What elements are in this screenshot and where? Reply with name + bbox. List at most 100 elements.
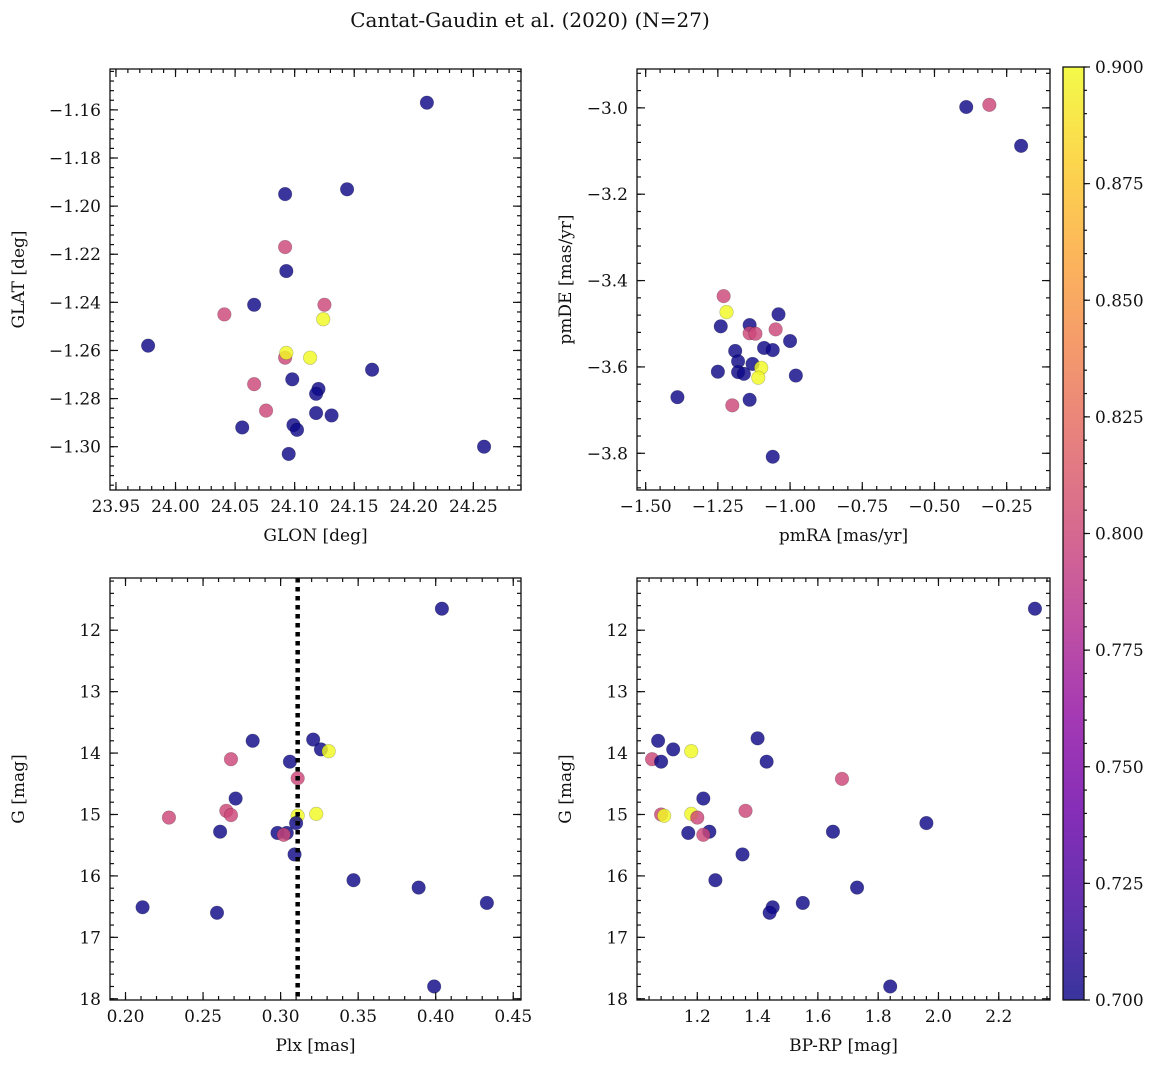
data-point (321, 744, 336, 759)
x-tick-label: 24.00 (151, 497, 200, 517)
data-point (883, 979, 898, 994)
data-point (670, 390, 685, 405)
x-tick-label: −0.75 (836, 497, 888, 517)
data-point (713, 319, 728, 334)
panel-plx-g: 0.20 0.25 0.30 0.35 0.40 0.45 12 13 14 15 16 17 18 Pl… (9, 577, 532, 1056)
panel-bprp-g: 1.2 1.4 1.6 1.8 2.0 2.2 12 13 14 15 16 17 18 BP-RP [m… (556, 577, 1051, 1056)
data-point (1027, 601, 1043, 616)
data-point (276, 827, 291, 842)
data-point (235, 420, 250, 435)
data-point (427, 979, 442, 994)
y-tick-label: −1.22 (49, 245, 101, 265)
figure-title: Cantat-Gaudin et al. (2020) (N=27) (350, 8, 710, 32)
data-point (217, 307, 232, 322)
data-point (657, 808, 672, 823)
y-tick-label: 12 (606, 621, 628, 641)
data-point (788, 368, 803, 383)
data-point (681, 825, 696, 841)
data-point (651, 733, 666, 748)
data-point (279, 263, 294, 279)
data-point (748, 326, 763, 341)
axes-frame (636, 577, 1051, 1001)
data-point (765, 342, 780, 358)
data-point (324, 408, 339, 423)
data-point (696, 827, 711, 842)
x-tick-label: 1.8 (865, 1007, 892, 1027)
data-point (434, 601, 450, 616)
x-tick-label: −1.25 (692, 497, 744, 517)
y-axis-label: G [mag] (9, 754, 29, 823)
y-tick-label: −3.8 (587, 444, 628, 464)
y-tick-label: 14 (79, 744, 101, 764)
data-point (750, 731, 765, 746)
x-tick-label: −0.25 (981, 497, 1033, 517)
y-tick-label: −3.6 (587, 358, 628, 378)
data-point (285, 372, 300, 387)
x-axis-label: Plx [mas] (275, 1036, 355, 1056)
x-tick-label: 24.15 (330, 497, 379, 517)
data-point (223, 808, 239, 823)
y-tick-label: −1.30 (49, 438, 101, 458)
y-axis-label: G [mag] (556, 754, 576, 823)
data-point (306, 732, 321, 747)
x-tick-label: 2.0 (925, 1007, 952, 1027)
y-tick-label: 12 (79, 621, 101, 641)
data-point (213, 824, 228, 839)
data-point (317, 297, 332, 312)
data-point (725, 398, 740, 413)
axes-frame (636, 68, 1051, 491)
data-point (982, 97, 997, 112)
x-tick-label: 2.2 (985, 1007, 1012, 1027)
data-point (411, 880, 426, 895)
y-tick-label: 13 (606, 683, 628, 703)
axes-frame (109, 68, 522, 491)
data-point (279, 345, 294, 360)
x-tick-label: 1.2 (684, 1007, 711, 1027)
data-point (825, 824, 841, 839)
data-point (281, 446, 296, 462)
x-axis-label: pmRA [mas/yr] (779, 526, 908, 546)
data-point (765, 449, 780, 464)
data-point (716, 289, 731, 304)
data-point (834, 771, 850, 786)
data-point (771, 307, 786, 322)
data-point (742, 392, 757, 407)
y-tick-label: 13 (79, 683, 101, 703)
panel-glon-glat: 23.95 24.00 24.05 24.10 24.15 24.20 24.25 −1.16… (9, 68, 522, 546)
data-point (346, 873, 361, 888)
data-point (719, 305, 734, 320)
data-point (258, 403, 274, 418)
y-tick-label: −1.16 (49, 101, 101, 121)
y-tick-label: 16 (79, 867, 101, 887)
colorbar-tick-label: 0.700 (1095, 991, 1144, 1011)
y-tick-label: −3.4 (587, 272, 628, 292)
x-tick-label: 1.6 (804, 1007, 831, 1027)
data-point (247, 297, 262, 312)
data-point (316, 312, 331, 327)
x-tick-label: 0.35 (339, 1007, 377, 1027)
y-tick-label: 17 (606, 928, 628, 948)
y-tick-label: 15 (79, 805, 101, 825)
y-tick-label: 18 (79, 990, 101, 1010)
x-tick-label: −0.50 (908, 497, 960, 517)
x-tick-label: 24.10 (270, 497, 319, 517)
data-point (364, 362, 380, 377)
data-point (782, 333, 798, 349)
data-point (690, 810, 705, 825)
x-tick-label: 0.25 (184, 1007, 222, 1027)
y-tick-label: −1.24 (49, 293, 101, 313)
colorbar-tick-label: 0.825 (1095, 408, 1144, 428)
x-tick-label: −1.50 (620, 497, 672, 517)
data-point (696, 791, 711, 806)
data-point (735, 847, 750, 862)
y-tick-label: 15 (606, 805, 628, 825)
y-tick-label: 16 (606, 867, 628, 887)
x-tick-label: 1.4 (744, 1007, 771, 1027)
x-tick-label: 0.30 (262, 1007, 300, 1027)
data-point (762, 905, 777, 920)
colorbar: 0.700 0.725 0.750 0.775 0.800 0.825 0.850 0.875… (1062, 58, 1144, 1011)
data-point (228, 791, 243, 806)
data-point (308, 386, 324, 401)
data-point (247, 377, 262, 392)
